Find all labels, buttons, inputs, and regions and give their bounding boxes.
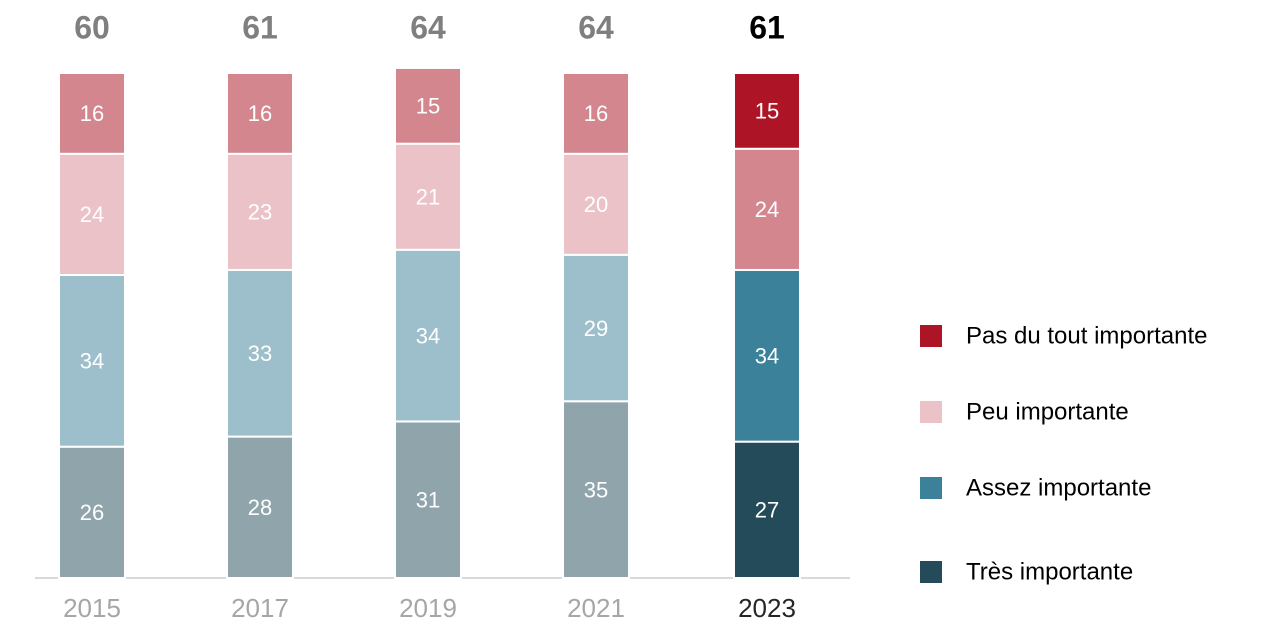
data-label: 21: [416, 185, 440, 210]
data-label: 27: [755, 498, 779, 523]
data-label: 34: [80, 349, 104, 374]
data-label: 35: [584, 477, 608, 502]
data-label: 15: [755, 99, 779, 124]
bar-segment: [562, 152, 630, 256]
data-label: 15: [416, 94, 440, 119]
bar-segment: [733, 440, 801, 579]
total-label: 60: [74, 9, 110, 45]
bar-segment: [394, 248, 462, 423]
data-label: 24: [755, 197, 779, 222]
bar-segment: [733, 147, 801, 271]
data-label: 29: [584, 316, 608, 341]
legend-label: Très importante: [966, 558, 1133, 585]
bar-segment: [733, 268, 801, 443]
legend-swatch: [920, 561, 942, 583]
data-label: 34: [416, 323, 440, 348]
bar-segment: [394, 66, 462, 145]
bar-segment: [733, 72, 801, 150]
bar-segment: [394, 420, 462, 580]
total-label: 61: [749, 9, 785, 45]
data-label: 16: [80, 101, 104, 126]
legend-label: Assez importante: [966, 474, 1151, 501]
bar-segment: [58, 72, 126, 155]
data-label: 26: [80, 500, 104, 525]
data-label: 33: [248, 341, 272, 366]
legend-label: Pas du tout importante: [966, 322, 1207, 349]
data-label: 28: [248, 495, 272, 520]
legend-swatch: [920, 325, 942, 347]
legend-swatch: [920, 477, 942, 499]
bar-segment: [226, 72, 294, 155]
total-label: 61: [242, 9, 278, 45]
x-tick-label: 2023: [738, 593, 796, 623]
legend-swatch: [920, 401, 942, 423]
bar-segment: [562, 72, 630, 155]
data-label: 23: [248, 200, 272, 225]
data-label: 24: [80, 202, 104, 227]
data-label: 16: [584, 101, 608, 126]
bar-segment: [226, 435, 294, 579]
bar-segment: [562, 253, 630, 403]
bar-segment: [226, 268, 294, 438]
data-label: 16: [248, 101, 272, 126]
bar-segment: [562, 400, 630, 579]
bar-segment: [58, 445, 126, 580]
data-label: 31: [416, 488, 440, 513]
bar-segment: [394, 142, 462, 251]
x-tick-label: 2019: [399, 593, 457, 623]
data-label: 34: [755, 344, 779, 369]
total-label: 64: [578, 9, 614, 45]
total-label: 64: [410, 9, 446, 45]
x-tick-label: 2015: [63, 593, 121, 623]
bar-segment: [58, 274, 126, 448]
legend-label: Peu importante: [966, 398, 1129, 425]
bar-segment: [226, 152, 294, 271]
x-tick-label: 2017: [231, 593, 289, 623]
x-tick-label: 2021: [567, 593, 625, 623]
data-label: 20: [584, 192, 608, 217]
